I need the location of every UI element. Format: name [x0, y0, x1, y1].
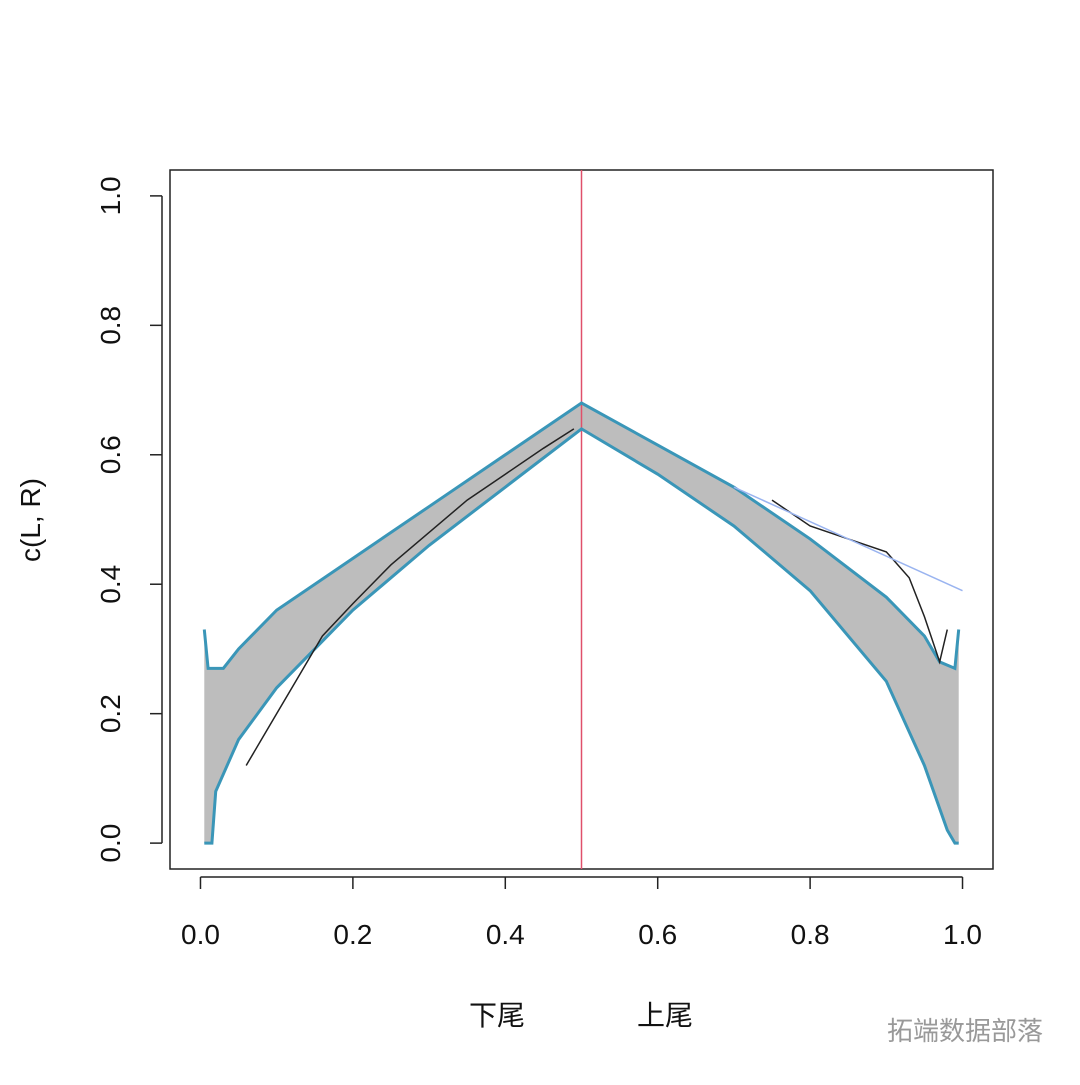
x-axis-label: 下尾 — [469, 1000, 525, 1031]
x-tick-label: 0.8 — [791, 919, 830, 950]
x-tick-label: 0.2 — [333, 919, 372, 950]
y-tick-label: 0.0 — [95, 824, 126, 863]
series-line — [204, 427, 959, 845]
series-line — [245, 428, 949, 766]
series-line — [733, 486, 963, 592]
y-tick-label: 0.2 — [95, 694, 126, 733]
y-tick-label: 1.0 — [95, 176, 126, 215]
x-tick-label: 0.0 — [181, 919, 220, 950]
y-tick-label: 0.8 — [95, 306, 126, 345]
x-tick-label: 1.0 — [943, 919, 982, 950]
y-axis-label: c(L, R) — [15, 478, 46, 562]
series-line — [202, 401, 961, 671]
x-tick-label: 0.4 — [486, 919, 525, 950]
y-tick-label: 0.4 — [95, 565, 126, 604]
watermark: 拓端数据部落 — [887, 1016, 1043, 1046]
x-axis-label: 上尾 — [637, 1000, 693, 1031]
x-tick-label: 0.6 — [638, 919, 677, 950]
y-tick-label: 0.6 — [95, 435, 126, 474]
